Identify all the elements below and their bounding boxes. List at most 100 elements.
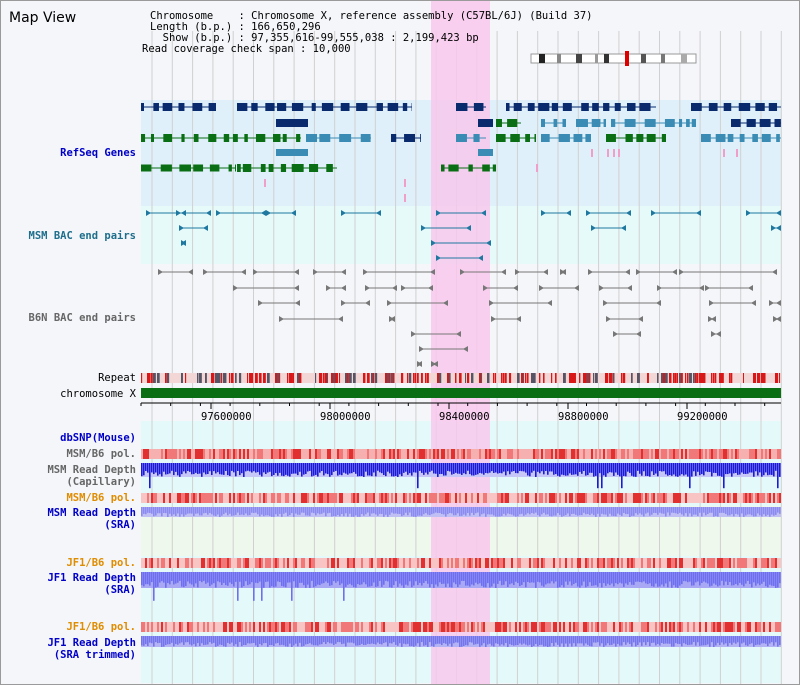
gene-exon <box>746 119 756 127</box>
repeat-mark <box>393 373 395 383</box>
polymorphism-mark <box>649 493 651 503</box>
polymorphism-mark <box>569 449 571 459</box>
msm-bac-pair-end <box>216 210 221 216</box>
gene-exon <box>553 119 558 127</box>
read-depth-bar <box>309 636 311 644</box>
read-depth-bar <box>767 572 769 588</box>
read-depth-bar <box>683 636 685 644</box>
read-depth-bar <box>657 572 659 587</box>
polymorphism-mark <box>609 558 611 568</box>
repeat-mark <box>623 373 626 383</box>
polymorphism-mark <box>609 449 611 459</box>
read-depth-bar <box>589 463 591 473</box>
read-depth-bar <box>229 572 231 583</box>
read-depth-bar <box>515 572 517 582</box>
polymorphism-mark <box>481 558 483 568</box>
polymorphism-mark <box>483 622 485 632</box>
read-depth-bar <box>533 463 535 471</box>
read-depth-bar <box>599 507 601 517</box>
read-depth-bar <box>633 572 635 585</box>
polymorphism-mark <box>707 449 709 459</box>
polymorphism-mark <box>553 622 555 632</box>
track-label-msm-b6-pol-2[interactable]: MSM/B6 pol. <box>66 492 136 504</box>
read-depth-bar <box>445 463 447 476</box>
read-depth-bar <box>601 636 603 644</box>
polymorphism-mark <box>771 558 773 568</box>
track-label-msm-read-depth-sra[interactable]: MSM Read Depth (SRA) <box>47 507 136 531</box>
polymorphism-mark <box>547 493 549 503</box>
gene-exon <box>738 103 751 111</box>
polymorphism-mark <box>763 449 765 459</box>
read-depth-bar <box>641 507 643 515</box>
read-depth-bar <box>197 507 199 514</box>
polymorphism-mark <box>737 449 739 459</box>
repeat-mark <box>505 373 507 383</box>
read-depth-bar <box>219 463 221 475</box>
polymorphism-mark <box>151 493 153 503</box>
polymorphism-mark <box>329 558 331 568</box>
repeat-mark <box>389 373 391 383</box>
track-label-dbsnp[interactable]: dbSNP(Mouse) <box>60 432 136 444</box>
polymorphism-mark <box>673 449 675 459</box>
polymorphism-mark <box>431 622 433 632</box>
gene-exon <box>482 164 490 172</box>
polymorphism-mark <box>631 449 633 459</box>
read-depth-bar <box>335 507 337 517</box>
polymorphism-mark <box>441 449 443 459</box>
read-depth-bar <box>679 463 681 476</box>
read-depth-bar <box>281 572 283 586</box>
read-depth-bar <box>725 636 727 644</box>
track-label-b6n-bac[interactable]: B6N BAC end pairs <box>28 312 136 324</box>
read-depth-bar <box>465 636 467 646</box>
gene-exon <box>326 164 333 172</box>
read-depth-bar <box>621 572 623 584</box>
gene-exon <box>727 134 734 142</box>
repeat-mark <box>437 373 440 383</box>
gene-exon <box>356 103 368 111</box>
polymorphism-mark <box>675 493 677 503</box>
read-depth-bar <box>661 636 663 644</box>
track-label-jf1-read-depth-sra[interactable]: JF1 Read Depth (SRA) <box>47 572 136 596</box>
read-depth-bar <box>279 636 281 646</box>
read-depth-bar <box>583 572 585 582</box>
read-depth-bar <box>327 572 329 583</box>
read-depth-bar <box>535 463 537 477</box>
read-depth-bar <box>163 507 165 513</box>
polymorphism-mark <box>227 558 229 568</box>
gene-exon <box>163 134 173 142</box>
read-depth-bar <box>489 507 491 515</box>
track-label-msm-read-depth-capillary[interactable]: MSM Read Depth (Capillary) <box>47 464 136 488</box>
polymorphism-mark <box>719 558 721 568</box>
track-label-jf1-read-depth-trimmed[interactable]: JF1 Read Depth (SRA trimmed) <box>47 637 136 661</box>
polymorphism-mark <box>689 622 691 632</box>
read-depth-bar <box>685 636 687 645</box>
polymorphism-mark <box>469 558 471 568</box>
read-depth-bar <box>317 636 319 646</box>
read-depth-bar <box>723 636 725 645</box>
repeat-mark <box>657 373 659 383</box>
read-depth-bar <box>703 636 705 646</box>
read-depth-bar <box>331 572 333 586</box>
polymorphism-mark <box>567 622 569 632</box>
polymorphism-mark <box>555 493 557 503</box>
track-label-jf1-b6-pol-1[interactable]: JF1/B6 pol. <box>66 557 136 569</box>
read-depth-bar <box>613 572 615 587</box>
track-label-msm-bac[interactable]: MSM BAC end pairs <box>28 230 136 242</box>
polymorphism-mark <box>603 622 605 632</box>
read-depth-bar <box>647 463 649 476</box>
track-label-msm-b6-pol-1[interactable]: MSM/B6 pol. <box>66 448 136 460</box>
repeat-mark <box>517 373 520 383</box>
polymorphism-mark <box>335 622 337 632</box>
track-label-refseq-genes[interactable]: RefSeq Genes <box>60 147 136 159</box>
polymorphism-mark <box>189 493 191 503</box>
track-label-jf1-b6-pol-2[interactable]: JF1/B6 pol. <box>66 621 136 633</box>
b6n-bac-pair-end <box>313 269 318 275</box>
polymorphism-mark <box>479 493 481 503</box>
polymorphism-mark <box>145 449 147 459</box>
read-depth-bar <box>645 507 647 514</box>
polymorphism-mark <box>315 558 317 568</box>
read-depth-bar <box>295 636 297 644</box>
read-depth-bar <box>615 463 617 473</box>
polymorphism-mark <box>473 493 475 503</box>
